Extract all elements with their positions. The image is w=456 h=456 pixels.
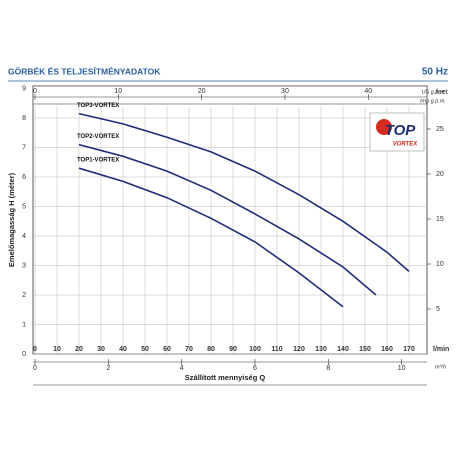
- curve-label: TOP2-VORTEX: [77, 134, 119, 140]
- y2-tick-label: 15: [436, 216, 444, 223]
- x-tick-label: 150: [359, 346, 371, 353]
- x-tick-label: 130: [315, 346, 327, 353]
- x-tick-label: 50: [141, 346, 149, 353]
- secondary-tick-label: 2: [106, 365, 110, 372]
- y-tick-label: 2: [22, 292, 26, 299]
- x-tick-label: 100: [249, 346, 261, 353]
- pump-curve: [78, 167, 344, 308]
- secondary-unit: Imp g.p.m.: [420, 98, 446, 104]
- grid: [33, 88, 427, 355]
- x-unit: l/min: [433, 346, 449, 353]
- secondary-unit: US g.p.m.: [422, 89, 446, 95]
- logo-sun: [376, 119, 392, 135]
- y-tick-label: 3: [22, 262, 26, 269]
- y-tick-label: 1: [22, 321, 26, 328]
- pump-curve: [78, 143, 377, 296]
- secondary-tick-label: 30: [281, 88, 289, 95]
- top-axis-band: [33, 86, 427, 106]
- y-axis-label: Emelőmagasság H (méter): [7, 172, 16, 267]
- secondary-tick-label: 10: [114, 88, 122, 95]
- y-tick-label: 9: [22, 85, 26, 92]
- x-tick-label: 10: [53, 346, 61, 353]
- secondary-tick-label: 0: [33, 88, 37, 95]
- secondary-tick-label: 40: [364, 88, 372, 95]
- secondary-tick-label: 10: [398, 365, 406, 372]
- x-tick-label: 80: [207, 346, 215, 353]
- secondary-tick-label: 6: [253, 365, 257, 372]
- x-tick-label: 90: [229, 346, 237, 353]
- y-tick-label: 8: [22, 115, 26, 122]
- y2-unit: feet: [436, 89, 448, 96]
- y2-tick-label: 25: [436, 126, 444, 133]
- x-tick-label: 160: [381, 346, 393, 353]
- y2-tick-label: 20: [436, 171, 444, 178]
- y-tick-label: 6: [22, 174, 26, 181]
- y-tick-label: 4: [22, 233, 26, 240]
- secondary-tick-label: 0: [33, 365, 37, 372]
- logo-sub: VORTEX: [393, 142, 419, 148]
- x-tick-label: 30: [97, 346, 105, 353]
- frequency: 50 Hz: [422, 67, 448, 78]
- x-tick-label: 170: [403, 346, 415, 353]
- secondary-tick-label: 8: [326, 365, 330, 372]
- x-tick-label: 60: [163, 346, 171, 353]
- x-tick-label: 140: [337, 346, 349, 353]
- x-tick-label: 120: [293, 346, 305, 353]
- y2-tick-label: 10: [436, 261, 444, 268]
- y-tick-label: 5: [22, 203, 26, 210]
- x-axis-label: Szállított mennyiség Q: [185, 373, 266, 382]
- plot-frame: [32, 85, 428, 355]
- curve-label: TOP1-VORTEX: [77, 158, 119, 164]
- secondary-unit: m³/h: [435, 364, 446, 370]
- x-tick-label: 40: [119, 346, 127, 353]
- y-tick-label: 0: [22, 351, 26, 358]
- y2-tick-label: 5: [436, 306, 440, 313]
- y-tick-label: 7: [22, 144, 26, 151]
- x-tick-label: 110: [271, 346, 282, 353]
- secondary-tick-label: 4: [180, 365, 184, 372]
- x-tick-label: 0: [33, 346, 37, 353]
- x-tick-label: 20: [75, 346, 83, 353]
- secondary-tick-label: 20: [198, 88, 206, 95]
- logo-brand: TOP: [385, 122, 417, 139]
- curve-label: TOP3-VORTEX: [77, 103, 119, 109]
- x-tick-label: 70: [185, 346, 193, 353]
- logo: TOP VORTEX: [369, 112, 425, 152]
- pump-curve: [78, 112, 410, 273]
- page-title: GÖRBÉK ÉS TELJESÍTMÉNYADATOK: [8, 66, 161, 76]
